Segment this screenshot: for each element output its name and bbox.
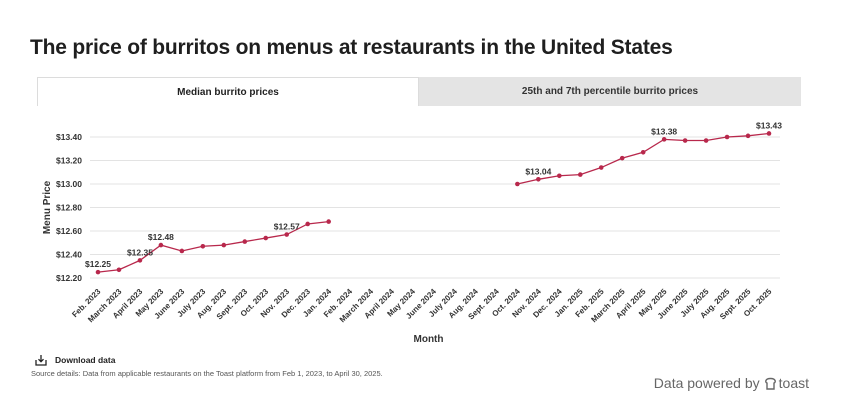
series-line [517,132,770,185]
data-point [682,138,688,143]
y-tick-label: $12.80 [56,203,82,213]
data-point [536,177,541,182]
line-chart: $12.20 $12.40 $12.60 $12.80 $13.00 $13.20 $13.… [42,120,782,345]
y-tick-label: $13.00 [56,179,82,189]
tab-percentile-prices[interactable]: 25th and 7th percentile burrito prices [419,77,801,106]
toast-logo: toast [764,375,809,391]
powered-by-text: Data powered by [653,375,760,391]
toast-icon [764,377,776,390]
data-point [515,181,520,187]
y-tick-label: $12.40 [56,250,82,260]
tab-bar: Median burrito prices 25th and 7th perce… [37,77,801,106]
powered-by: Data powered by toast [654,375,809,391]
data-point [200,243,206,249]
download-icon [35,355,47,366]
x-axis-label: Month [414,334,444,345]
data-point [137,258,143,263]
y-axis-label: Menu Price [42,180,53,234]
data-point [577,172,583,177]
tab-median-prices[interactable]: Median burrito prices [37,77,419,106]
data-label: $13.38 [651,126,677,136]
download-data-button[interactable]: Download data [35,354,115,366]
data-point [598,165,604,170]
data-point [619,155,625,161]
data-label: $13.43 [756,120,782,130]
y-tick-label: $12.20 [56,273,82,283]
data-label: $12.48 [148,232,174,242]
data-label: $12.35 [127,247,153,257]
data-point [221,242,227,248]
y-tick-label: $13.20 [56,156,82,166]
data-label: $12.25 [85,259,111,269]
data-point [242,239,248,244]
data-point [766,131,772,136]
data-label: $12.57 [274,222,300,232]
y-tick-label: $12.60 [56,226,82,236]
data-point [703,138,709,143]
data-point [284,232,290,237]
data-point [158,242,164,248]
data-point [305,221,310,227]
toast-brand-text: toast [778,375,809,391]
data-point [724,134,730,140]
data-point [116,267,122,273]
data-point [557,173,562,179]
data-point [745,133,751,139]
chart-title: The price of burritos on menus at restau… [30,36,673,59]
y-tick-label: $13.40 [56,132,82,142]
data-point [326,219,331,224]
download-data-label: Download data [55,355,116,365]
data-point [640,149,646,155]
source-details: Source details: Data from applicable res… [31,369,383,378]
data-label: $13.04 [525,166,551,176]
series-line [97,220,329,273]
data-point [661,137,667,142]
data-point [179,248,185,254]
data-point [95,269,101,275]
data-point [263,235,269,241]
